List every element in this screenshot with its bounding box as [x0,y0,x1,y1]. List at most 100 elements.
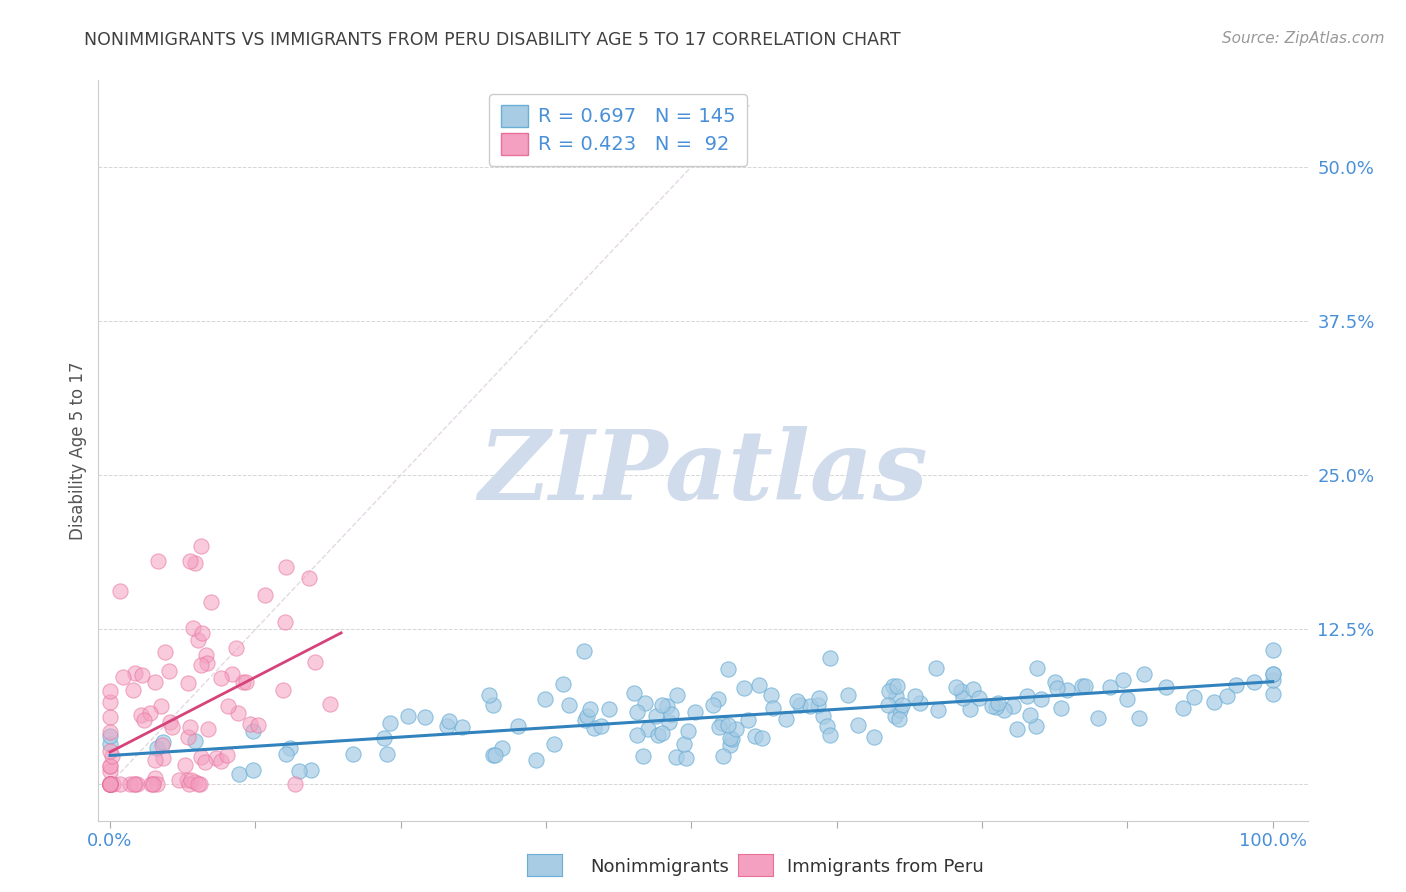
Point [815,719,838,733]
Point [118,776,141,791]
Point [157,664,180,678]
Point [543,737,565,751]
Point [598,702,620,716]
Point [633,749,655,764]
Point [194,648,217,662]
Point [959,702,981,716]
Point [925,661,948,675]
Point [762,700,785,714]
Point [101,776,124,791]
Point [506,719,529,733]
Point [1087,711,1109,725]
Point [173,758,195,772]
Point [876,698,898,712]
Point [910,696,932,710]
Point [221,666,243,681]
Point [228,767,250,781]
Point [572,644,595,658]
Point [484,748,506,763]
Point [131,708,153,723]
Point [98,776,121,791]
Point [209,754,232,768]
Point [775,713,797,727]
Point [152,751,174,765]
Point [707,691,730,706]
Text: NONIMMIGRANTS VS IMMIGRANTS FROM PERU DISABILITY AGE 5 TO 17 CORRELATION CHART: NONIMMIGRANTS VS IMMIGRANTS FROM PERU DI… [84,31,901,49]
Point [284,776,307,791]
Point [278,741,301,756]
Point [124,666,146,681]
Point [478,688,501,702]
Point [108,584,131,599]
Point [177,776,200,791]
Point [217,748,239,763]
Point [655,698,678,713]
Point [131,668,153,682]
Point [304,655,326,669]
Point [579,701,602,715]
Legend: R = 0.697   N = 145, R = 0.423   N =  92: R = 0.697 N = 145, R = 0.423 N = 92 [489,94,747,166]
Point [247,718,270,732]
Point [98,764,121,778]
Point [718,738,741,752]
Point [882,680,904,694]
Point [626,728,648,742]
Point [271,683,294,698]
Point [672,737,695,751]
Point [176,773,198,788]
Point [235,675,257,690]
Point [1154,680,1177,694]
Point [274,747,297,761]
Point [744,729,766,743]
Point [1112,673,1135,688]
Point [927,703,949,717]
Point [759,688,782,702]
Point [232,674,254,689]
Point [167,773,190,788]
Point [1025,661,1047,675]
Point [890,698,912,712]
Point [101,749,124,764]
Point [1043,675,1066,690]
Point [132,713,155,727]
Point [1071,680,1094,694]
Point [98,725,121,739]
Point [711,716,734,731]
Point [1128,711,1150,725]
Point [184,556,207,570]
Y-axis label: Disability Age 5 to 17: Disability Age 5 to 17 [69,361,87,540]
Point [436,719,458,733]
Point [299,763,322,777]
Point [298,571,321,585]
Point [98,709,121,723]
Point [889,703,911,717]
Point [558,698,581,712]
Point [1261,666,1284,681]
Point [98,776,121,791]
Point [863,730,886,744]
Point [197,722,219,736]
Point [159,715,181,730]
Point [195,656,218,670]
Point [623,686,645,700]
Point [190,750,212,764]
Point [574,713,596,727]
Point [1099,680,1122,694]
Point [150,739,173,753]
Point [945,680,967,694]
Point [143,772,166,786]
Point [962,681,984,696]
Point [645,709,668,723]
Point [1225,678,1247,692]
Point [180,773,202,788]
Point [98,776,121,791]
Point [818,651,841,665]
Point [187,632,209,647]
Point [155,645,177,659]
Point [242,763,264,777]
Point [98,776,121,791]
Point [717,662,740,676]
Point [319,698,342,712]
Point [751,731,773,745]
Point [683,705,706,719]
